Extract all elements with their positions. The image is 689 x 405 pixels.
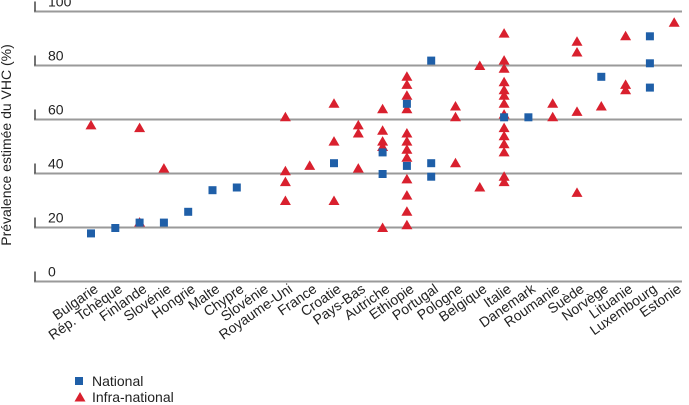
y-tick-label: 20: [48, 210, 64, 226]
data-point-national: [427, 159, 436, 168]
data-point-infra-national: [401, 190, 413, 200]
data-point-infra-national: [377, 136, 389, 146]
y-axis-label: Prévalence estimée du VHC (%): [0, 44, 14, 246]
data-point-infra-national: [498, 176, 510, 187]
data-point-infra-national: [279, 111, 291, 122]
grid-layer: [34, 10, 682, 283]
data-point-infra-national: [498, 171, 510, 181]
data-point-national: [208, 186, 217, 195]
square-marker-icon: [74, 373, 92, 389]
data-point-infra-national: [279, 176, 291, 187]
data-point-national: [184, 207, 193, 216]
legend: National Infra-national: [74, 373, 174, 405]
legend-label-national: National: [92, 373, 144, 389]
y-tick-label: 80: [48, 48, 64, 64]
y-tick-label: 0: [48, 264, 56, 280]
data-point-infra-national: [498, 28, 510, 38]
data-point-infra-national: [571, 36, 583, 46]
data-point-infra-national: [571, 187, 583, 197]
data-point-infra-national: [328, 195, 340, 205]
data-point-infra-national: [401, 71, 413, 81]
data-point-infra-national: [498, 55, 510, 65]
data-point-national: [232, 183, 241, 192]
data-point-infra-national: [377, 222, 389, 232]
data-point-national: [427, 56, 436, 65]
data-point-national: [427, 172, 436, 181]
triangle-marker-icon: [74, 389, 92, 405]
data-point-infra-national: [401, 173, 413, 184]
data-point-infra-national: [620, 79, 632, 89]
data-point-infra-national: [401, 79, 413, 89]
data-point-national: [159, 218, 168, 227]
data-point-infra-national: [401, 144, 413, 154]
data-point-infra-national: [401, 152, 413, 162]
data-point-national: [111, 224, 120, 232]
data-point-infra-national: [352, 128, 364, 138]
data-point-infra-national: [450, 101, 461, 111]
data-point-infra-national: [620, 84, 632, 95]
data-point-national: [500, 113, 509, 122]
data-point-infra-national: [134, 122, 146, 133]
data-point-infra-national: [158, 163, 170, 173]
data-points: [85, 17, 680, 238]
legend-label-infra-national: Infra-national: [92, 389, 174, 405]
data-point-infra-national: [498, 63, 510, 73]
data-point-infra-national: [498, 98, 510, 108]
data-point-infra-national: [498, 76, 510, 87]
data-point-infra-national: [450, 111, 461, 122]
data-point-infra-national: [401, 219, 413, 230]
data-point-infra-national: [279, 165, 291, 176]
data-point-infra-national: [498, 90, 510, 100]
data-point-infra-national: [279, 195, 291, 205]
data-point-national: [402, 99, 411, 108]
data-point-infra-national: [498, 138, 510, 149]
data-point-infra-national: [304, 160, 316, 170]
data-point-infra-national: [620, 30, 632, 41]
legend-item-infra-national: Infra-national: [74, 389, 174, 405]
data-point-infra-national: [668, 17, 680, 27]
data-point-infra-national: [571, 47, 583, 57]
y-tick-label: 40: [48, 156, 64, 172]
data-point-infra-national: [474, 60, 486, 70]
data-point-infra-national: [352, 119, 364, 130]
data-point-national: [645, 32, 654, 41]
data-point-infra-national: [401, 136, 413, 146]
data-point-infra-national: [498, 130, 510, 141]
data-point-national: [87, 229, 95, 238]
data-point-infra-national: [450, 157, 461, 168]
data-point-national: [378, 170, 387, 178]
data-point-infra-national: [85, 119, 97, 130]
data-point-infra-national: [547, 98, 559, 108]
data-point-infra-national: [401, 103, 413, 114]
data-point-infra-national: [328, 98, 340, 108]
legend-item-national: National: [74, 373, 174, 389]
data-point-infra-national: [474, 182, 486, 192]
data-point-infra-national: [498, 122, 510, 133]
data-point-national: [330, 159, 338, 168]
data-point-infra-national: [498, 84, 510, 95]
data-point-infra-national: [498, 146, 510, 157]
data-point-national: [524, 113, 533, 122]
data-point-infra-national: [377, 103, 389, 114]
y-axis-ticks: 0 20 40 60 80 100: [34, 0, 72, 282]
data-point-infra-national: [352, 163, 364, 173]
data-point-infra-national: [595, 101, 607, 111]
data-point-infra-national: [401, 206, 413, 216]
data-point-infra-national: [377, 125, 389, 135]
data-point-infra-national: [328, 136, 340, 146]
data-point-infra-national: [401, 128, 413, 138]
data-point-infra-national: [547, 111, 559, 122]
data-point-national: [402, 161, 411, 170]
data-point-national: [645, 83, 654, 92]
data-point-national: [135, 218, 144, 227]
data-point-national: [597, 72, 606, 81]
data-point-infra-national: [571, 106, 583, 116]
y-tick-label: 100: [48, 0, 72, 10]
data-point-national: [645, 59, 654, 68]
y-tick-label: 60: [48, 102, 64, 118]
data-point-national: [378, 148, 387, 157]
data-point-infra-national: [401, 90, 413, 100]
